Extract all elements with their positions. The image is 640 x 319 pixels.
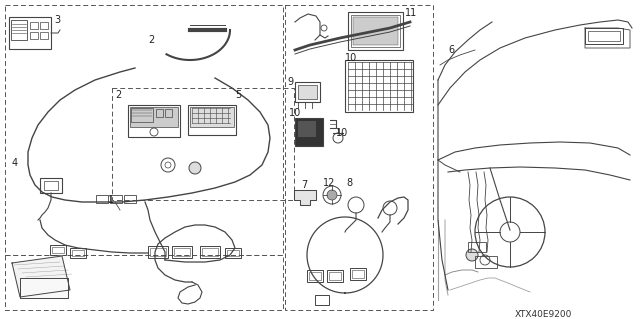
Bar [200, 246, 220, 258]
Bar [165, 109, 172, 117]
Bar [131, 108, 153, 122]
Circle shape [189, 162, 201, 174]
Bar [202, 248, 218, 256]
Bar [350, 268, 366, 280]
Text: 2: 2 [115, 90, 121, 100]
Text: 12: 12 [323, 178, 335, 188]
Bar [40, 178, 62, 193]
Circle shape [327, 190, 337, 200]
Bar [44, 181, 58, 190]
Text: 2: 2 [148, 35, 154, 45]
Bar [475, 256, 497, 268]
Bar [585, 28, 623, 44]
Bar [112, 88, 294, 200]
Polygon shape [294, 190, 316, 205]
Bar [352, 270, 364, 278]
Text: XTX40E9200: XTX40E9200 [515, 310, 572, 319]
Bar [188, 105, 236, 135]
Text: 7: 7 [301, 180, 307, 190]
Circle shape [466, 249, 478, 261]
Bar [150, 248, 166, 256]
Bar [50, 245, 66, 255]
Polygon shape [12, 256, 70, 297]
Bar [128, 105, 180, 137]
Bar [227, 250, 239, 256]
Text: 10: 10 [289, 108, 301, 118]
Bar [5, 5, 283, 255]
Text: 6: 6 [448, 45, 454, 55]
Bar [72, 250, 84, 256]
Bar [96, 195, 108, 203]
Bar [130, 107, 178, 127]
Bar [174, 248, 190, 256]
Bar [70, 248, 86, 258]
Bar [468, 242, 486, 252]
Text: 3: 3 [54, 15, 60, 25]
Bar [348, 12, 403, 50]
Bar [351, 15, 400, 47]
Bar [5, 255, 283, 310]
Text: 9: 9 [287, 77, 293, 87]
Bar [11, 20, 27, 40]
Polygon shape [20, 278, 68, 298]
Bar [353, 17, 398, 45]
Bar [30, 22, 38, 29]
Bar [190, 107, 234, 127]
Bar [40, 32, 48, 39]
Bar [307, 270, 323, 282]
Bar [110, 195, 122, 203]
Bar [285, 5, 433, 310]
Bar [588, 31, 620, 41]
Bar [298, 121, 316, 137]
Bar [156, 109, 163, 117]
Bar [40, 22, 48, 29]
Text: 5: 5 [235, 90, 241, 100]
Bar [315, 295, 329, 305]
Text: 4: 4 [12, 158, 18, 168]
Text: 11: 11 [405, 8, 417, 18]
Bar [124, 195, 136, 203]
Bar [52, 247, 64, 253]
Bar [298, 85, 317, 99]
Bar [148, 246, 168, 258]
Bar [30, 32, 38, 39]
Bar [295, 118, 323, 146]
Bar [295, 82, 320, 102]
Bar [327, 270, 343, 282]
Bar [309, 272, 321, 280]
Bar [329, 272, 341, 280]
Bar [345, 60, 413, 112]
Text: 8: 8 [346, 178, 352, 188]
Bar [225, 248, 241, 258]
Text: 10: 10 [345, 53, 357, 63]
Text: 10: 10 [336, 128, 348, 138]
Bar [9, 17, 51, 49]
Bar [172, 246, 192, 258]
Text: 1: 1 [108, 195, 114, 205]
